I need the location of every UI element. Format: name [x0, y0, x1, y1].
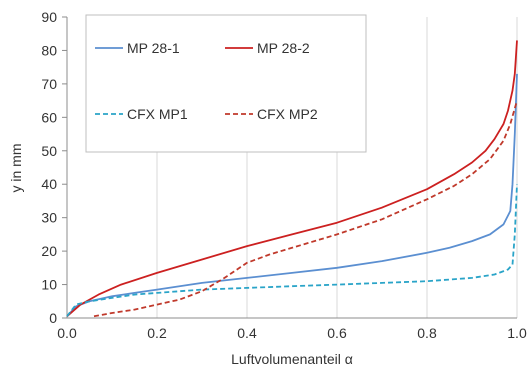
y-tick-label: 90: [41, 9, 57, 25]
legend-label: MP 28-2: [257, 40, 310, 56]
y-tick-label: 10: [41, 277, 57, 293]
series-line-cfx-mp1: [67, 184, 517, 316]
legend-label: CFX MP1: [127, 106, 188, 122]
x-tick-label: 0.0: [57, 325, 77, 341]
legend-box: [86, 15, 366, 152]
y-axis-label: y in mm: [8, 144, 24, 193]
y-tick-label: 30: [41, 210, 57, 226]
y-tick-labels: 0 10 20 30 40 50 60 70 80 90: [41, 9, 57, 326]
legend-label: MP 28-1: [127, 40, 180, 56]
y-tick-label: 50: [41, 143, 57, 159]
x-tick-label: 0.2: [147, 325, 167, 341]
x-tick-label: 0.8: [417, 325, 437, 341]
legend: MP 28-1 MP 28-2 CFX MP1 CFX MP2: [86, 15, 366, 152]
y-tick-label: 40: [41, 176, 57, 192]
x-tick-label: 0.6: [327, 325, 347, 341]
legend-label: CFX MP2: [257, 106, 318, 122]
y-tick-label: 70: [41, 76, 57, 92]
y-tick-label: 0: [49, 310, 57, 326]
y-tick-label: 80: [41, 42, 57, 58]
x-axis-label: Luftvolumenanteil α: [231, 351, 353, 367]
x-tick-label: 0.4: [237, 325, 257, 341]
x-tick-label: 1.0: [507, 325, 527, 341]
y-tick-label: 20: [41, 243, 57, 259]
x-tick-labels: 0.0 0.2 0.4 0.6 0.8 1.0: [57, 325, 527, 341]
y-tick-label: 60: [41, 109, 57, 125]
